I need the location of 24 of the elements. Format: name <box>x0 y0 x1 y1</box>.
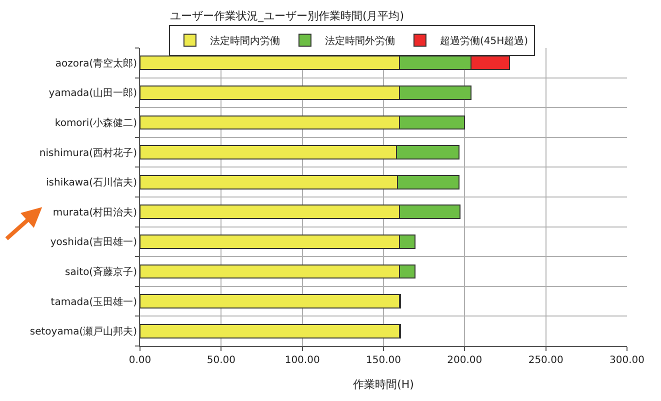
y-tick-label: tamada(玉田雄一) <box>50 296 138 308</box>
y-tick-label: nishimura(西村花子) <box>39 146 138 159</box>
x-axis-title: 作業時間(H) <box>352 378 414 392</box>
legend-label: 超過労働(45H超過) <box>440 35 528 48</box>
legend-label: 法定時間内労働 <box>210 35 280 48</box>
y-tick-label: setoyama(瀬戸山邦夫) <box>30 326 138 338</box>
bar <box>140 294 400 309</box>
x-tick-label: 0.00 <box>128 355 152 366</box>
x-tick-label: 250.00 <box>528 355 564 366</box>
x-tick-label: 150.00 <box>366 355 401 366</box>
y-tick-label: yamada(山田一郎) <box>48 87 138 100</box>
x-tick-label: 300.00 <box>610 355 644 366</box>
y-tick-label: komori(小森健二) <box>54 117 138 129</box>
y-tick-label: murata(村田治夫) <box>52 206 138 218</box>
x-tick-label: 50.00 <box>206 355 236 366</box>
y-tick-label: yoshida(吉田雄一) <box>50 236 138 248</box>
y-tick-label: aozora(青空太郎) <box>55 57 138 70</box>
x-tick-label: 100.00 <box>284 355 320 366</box>
y-tick-label: saito(斉藤京子) <box>65 266 138 278</box>
y-tick-label: ishikawa(石川信夫) <box>46 176 138 189</box>
legend-label: 法定時間外労働 <box>324 35 395 48</box>
chart-title: ユーザー作業状況_ユーザー別作業時間(月平均) <box>170 10 404 23</box>
bar <box>140 324 400 338</box>
x-tick-label: 200.00 <box>447 355 482 366</box>
